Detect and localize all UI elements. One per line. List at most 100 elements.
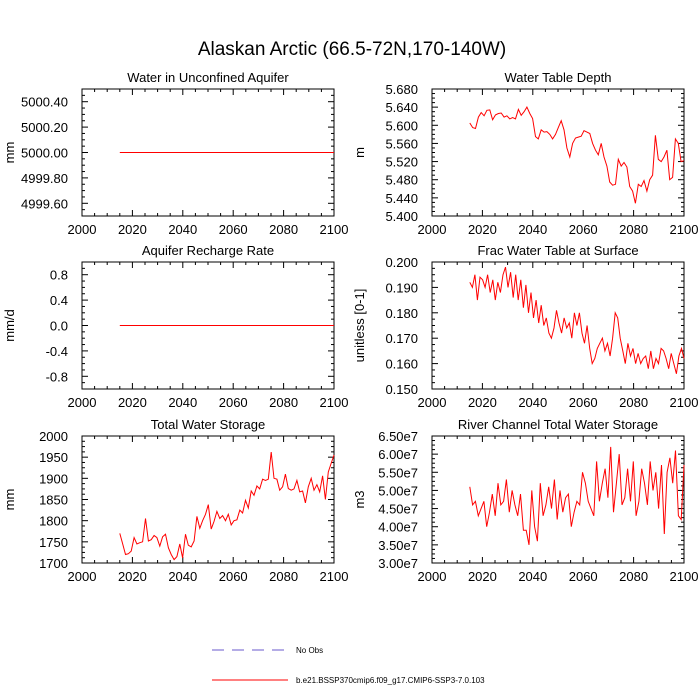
y-tick-label: 1750 [39, 535, 68, 550]
legend-group: No Obs b.e21.BSSP370cmip6.f09_g17.CMIP6-S… [212, 646, 485, 685]
y-tick-label: 6.00e7 [378, 447, 418, 462]
x-tick-label: 2080 [269, 395, 298, 410]
x-tick-label: 2100 [320, 395, 349, 410]
y-tick-label: 3.50e7 [378, 538, 418, 553]
chart-panel: River Channel Total Water Storage m3 2000 2… [352, 417, 698, 584]
y-tick-label: 6.50e7 [378, 429, 418, 444]
y-tick-label: 1700 [39, 556, 68, 571]
x-tick-label: 2080 [619, 395, 648, 410]
x-tick-label: 2060 [219, 395, 248, 410]
x-tick-label: 2100 [670, 222, 699, 237]
x-tick-label: 2020 [468, 569, 497, 584]
y-axis-label: unitless [0-1] [352, 289, 367, 363]
x-tick-label: 2040 [168, 395, 197, 410]
y-axis-label: mm [2, 142, 17, 164]
chart-panel: Water in Unconfined Aquifer mm 2000 2020 204… [2, 70, 348, 237]
y-tick-label: 0.8 [50, 268, 68, 283]
legend-label: b.e21.BSSP370cmip6.f09_g17.CMIP6-SSP3-7.… [296, 676, 485, 685]
x-tick-label: 2000 [418, 395, 447, 410]
y-tick-label: 0.0 [50, 319, 68, 334]
y-tick-label: 1850 [39, 493, 68, 508]
y-tick-label: 0.190 [385, 280, 418, 295]
y-tick-label: 5000.00 [21, 146, 68, 161]
y-tick-label: 5.00e7 [378, 483, 418, 498]
x-tick-label: 2060 [569, 395, 598, 410]
x-tick-label: 2100 [670, 569, 699, 584]
x-tick-label: 2020 [468, 395, 497, 410]
x-tick-label: 2000 [418, 569, 447, 584]
y-axis-label: m [352, 147, 367, 158]
chart-panel: Total Water Storage mm 2000 2020 2040 2060 208… [2, 417, 348, 584]
plot-frame [81, 435, 335, 564]
chart-title: Aquifer Recharge Rate [142, 243, 274, 258]
chart-panel: Water Table Depth m 2000 2020 2040 2060 2080 21… [352, 70, 698, 237]
y-tick-label: 5.600 [385, 118, 418, 133]
chart-title: Water in Unconfined Aquifer [127, 70, 289, 85]
x-tick-label: 2060 [219, 569, 248, 584]
x-tick-label: 2040 [518, 222, 547, 237]
y-tick-label: 4.00e7 [378, 520, 418, 535]
x-tick-label: 2000 [68, 395, 97, 410]
y-tick-label: 5.440 [385, 191, 418, 206]
x-tick-label: 2000 [68, 569, 97, 584]
x-tick-label: 2080 [619, 569, 648, 584]
y-tick-label: 5.680 [385, 82, 418, 97]
x-tick-label: 2080 [619, 222, 648, 237]
x-tick-label: 2000 [68, 222, 97, 237]
x-tick-label: 2020 [118, 222, 147, 237]
y-tick-label: 0.160 [385, 357, 418, 372]
x-tick-label: 2040 [518, 395, 547, 410]
y-axis-label: mm [2, 489, 17, 511]
chart-panel: Aquifer Recharge Rate mm/d 2000 2020 2040 206… [2, 243, 348, 410]
y-tick-label: 0.200 [385, 255, 418, 270]
y-tick-label: 5.640 [385, 100, 418, 115]
x-tick-label: 2080 [269, 569, 298, 584]
chart-panel: Frac Water Table at Surface unitless [0-1… [352, 243, 698, 410]
x-tick-label: 2020 [118, 395, 147, 410]
y-tick-label: 4999.60 [21, 196, 68, 211]
y-tick-label: 0.170 [385, 331, 418, 346]
panels-group: Water in Unconfined Aquifer mm 2000 2020 204… [2, 70, 698, 584]
chart-title: Frac Water Table at Surface [477, 243, 638, 258]
series-line [469, 106, 685, 204]
x-tick-label: 2080 [269, 222, 298, 237]
y-tick-label: 1800 [39, 514, 68, 529]
page-title: Alaskan Arctic (66.5-72N,170-140W) [198, 39, 506, 60]
x-tick-label: 2100 [320, 222, 349, 237]
y-axis-label: m3 [352, 490, 367, 508]
chart-title: Total Water Storage [151, 417, 265, 432]
y-tick-label: 5.50e7 [378, 465, 418, 480]
x-tick-label: 2020 [468, 222, 497, 237]
y-tick-label: 4.50e7 [378, 502, 418, 517]
y-tick-label: 1900 [39, 471, 68, 486]
series-line [469, 446, 685, 545]
x-tick-label: 2060 [219, 222, 248, 237]
y-tick-label: 5.520 [385, 155, 418, 170]
plot-frame [431, 88, 685, 217]
series-line [119, 452, 335, 561]
y-tick-label: 5.560 [385, 136, 418, 151]
y-tick-label: 3.00e7 [378, 556, 418, 571]
series-line [469, 266, 685, 374]
x-tick-label: 2060 [569, 569, 598, 584]
x-tick-label: 2040 [518, 569, 547, 584]
y-tick-label: 0.4 [50, 293, 68, 308]
y-tick-label: -0.8 [46, 369, 68, 384]
y-tick-label: 5000.20 [21, 120, 68, 135]
x-tick-label: 2040 [168, 569, 197, 584]
x-tick-label: 2060 [569, 222, 598, 237]
y-tick-label: 5000.40 [21, 95, 68, 110]
plot-frame [431, 261, 685, 390]
x-tick-label: 2100 [320, 569, 349, 584]
y-tick-label: 5.400 [385, 209, 418, 224]
y-tick-label: 5.480 [385, 173, 418, 188]
legend-label: No Obs [296, 646, 323, 655]
chart-title: Water Table Depth [505, 70, 612, 85]
y-tick-label: 2000 [39, 429, 68, 444]
y-tick-label: 4999.80 [21, 171, 68, 186]
y-tick-label: 0.180 [385, 306, 418, 321]
y-tick-label: -0.4 [46, 344, 68, 359]
y-tick-label: 1950 [39, 450, 68, 465]
x-tick-label: 2020 [118, 569, 147, 584]
